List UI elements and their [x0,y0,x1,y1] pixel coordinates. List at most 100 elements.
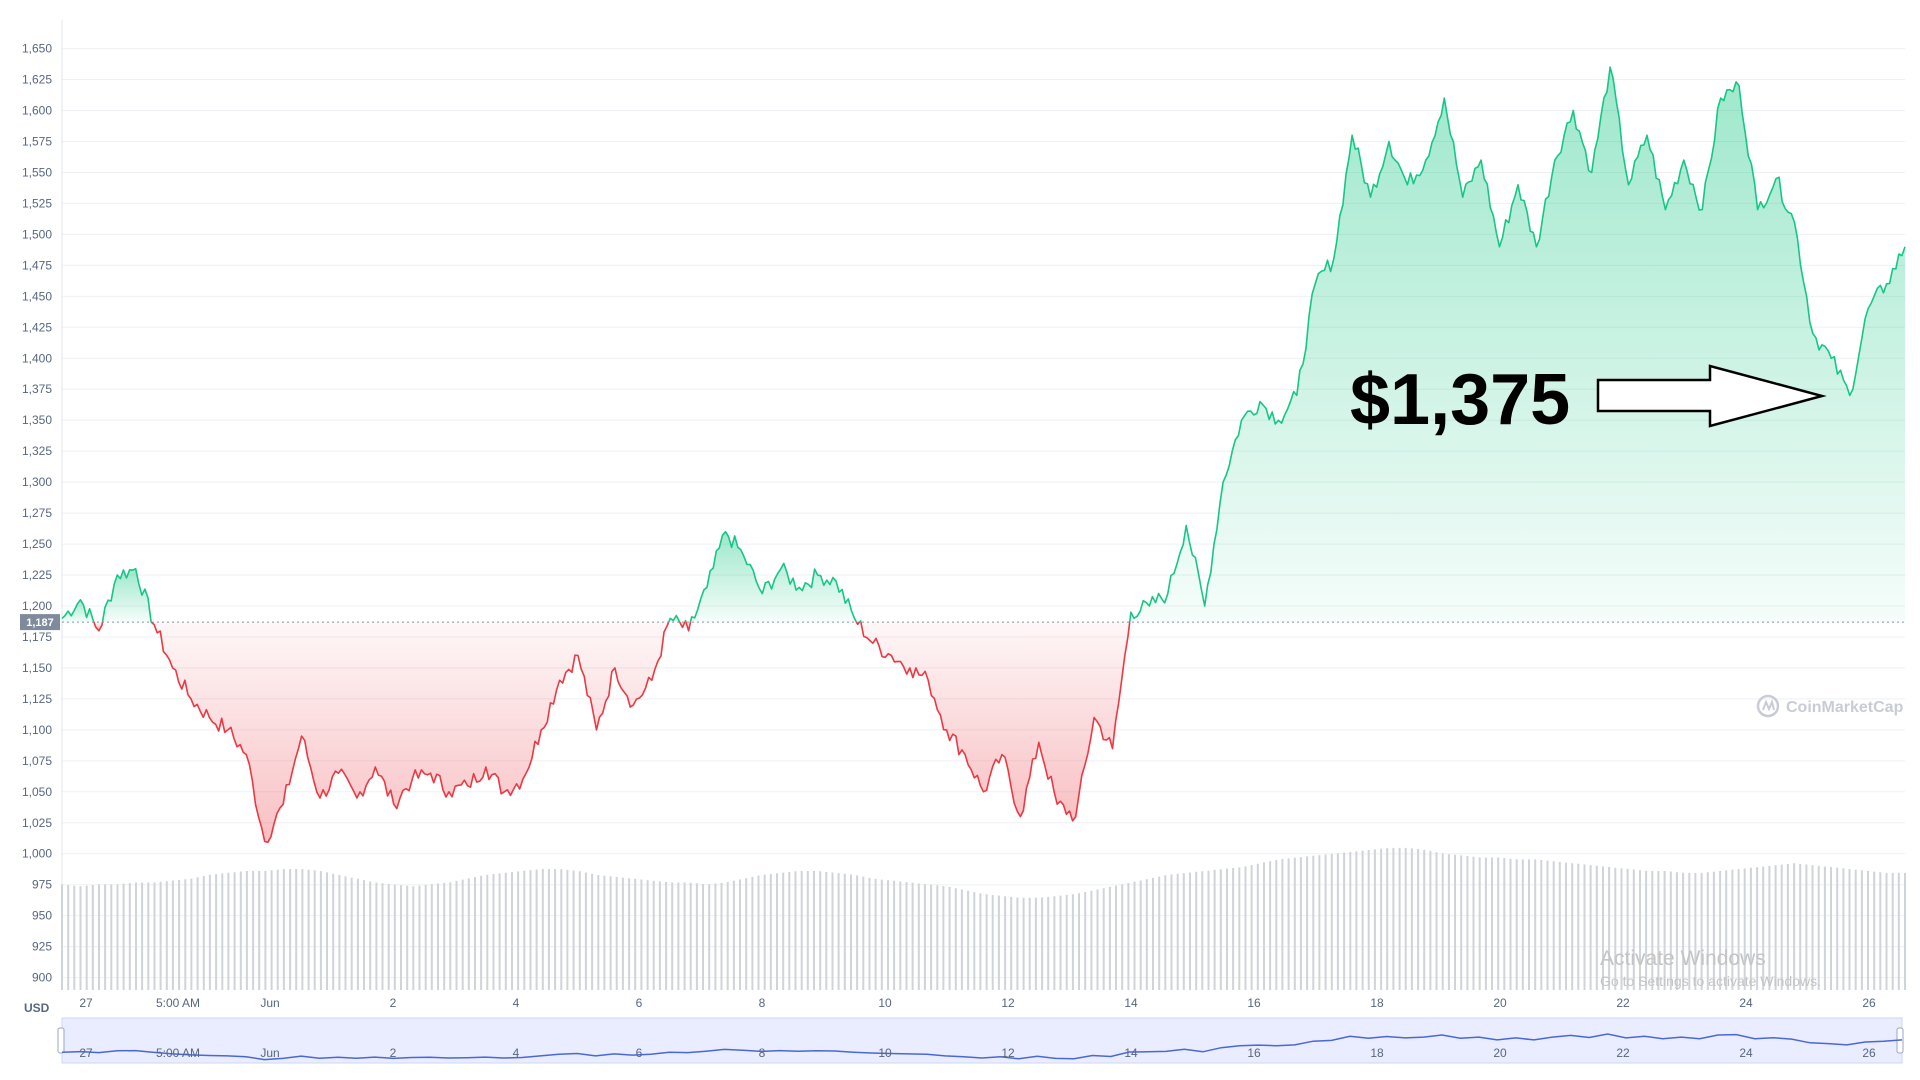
price-line-down [678,621,686,629]
navigator-tick-label: Jun [260,1046,279,1060]
x-tick-label: 12 [1001,996,1015,1010]
volume-bars [61,847,1906,990]
navigator-tick-label: 5:00 AM [156,1046,200,1060]
navigator-tick-label: 2 [390,1046,397,1060]
price-line-up [101,568,152,623]
navigator-tick-label: 16 [1247,1046,1261,1060]
x-tick-label: 20 [1493,996,1507,1010]
price-line-down [685,621,692,632]
area-fills [62,67,1905,843]
y-tick-label: 1,025 [22,816,52,830]
price-line-up [858,620,862,623]
reference-price-tag [20,614,60,631]
price-line-down [150,621,670,844]
y-tick-label: 1,600 [22,104,52,118]
navigator-tick-label: 4 [513,1046,520,1060]
x-tick-label: 22 [1616,996,1630,1010]
y-tick-label: 1,200 [22,599,52,613]
navigator-tick-label: 10 [878,1046,892,1060]
navigator-price-line [61,1033,1903,1061]
price-annotation-label: $1,375 [1350,360,1570,440]
activate-windows-subtitle: Go to Settings to activate Windows. [1600,973,1821,989]
x-tick-label: 16 [1247,996,1261,1010]
navigator-tick-label: 24 [1739,1046,1753,1060]
price-line-down [860,621,1131,822]
x-tick-label: 18 [1370,996,1384,1010]
x-tick-label: 26 [1862,996,1876,1010]
range-navigator[interactable]: 27 5:00 AM Jun 2 4 6 8 10 12 14 16 18 20 22 24 26 [57,1017,1904,1064]
price-line-up [667,614,681,623]
price-line-down [855,621,861,626]
y-tick-label: 1,650 [22,42,52,56]
watermark-text: CoinMarketCap [1786,699,1904,716]
area-fill-down [860,622,1130,821]
navigator-tick-label: 12 [1001,1046,1015,1060]
price-line-down [93,621,104,632]
y-tick-label: 975 [32,878,52,892]
y-tick-label: 1,475 [22,258,52,272]
x-tick-label: 4 [513,996,520,1010]
y-tick-label: 1,450 [22,289,52,303]
x-tick-label: 14 [1124,996,1138,1010]
price-line-up [61,599,95,623]
navigator-tick-label: 26 [1862,1046,1876,1060]
navigator-tick-label: 27 [79,1046,93,1060]
area-fill-down [151,622,669,843]
y-tick-label: 1,300 [22,475,52,489]
y-tick-label: 1,050 [22,785,52,799]
y-tick-label: 925 [32,940,52,954]
y-tick-label: 1,550 [22,165,52,179]
navigator-tick-label: 8 [759,1046,766,1060]
navigator-labels: 27 5:00 AM Jun 2 4 6 8 10 12 14 16 18 20 22 24 26 [79,1046,1876,1060]
navigator-tick-label: 20 [1493,1046,1507,1060]
coinmarketcap-logo-mark [1762,698,1775,712]
y-tick-label: 1,375 [22,382,52,396]
price-line-up [684,619,687,623]
y-tick-label: 1,225 [22,568,52,582]
reference-price-label: 1,187 [26,617,54,629]
x-tick-label: 8 [759,996,766,1010]
x-tick-label: 27 [79,996,93,1010]
x-tick-label: 2 [390,996,397,1010]
y-tick-label: 1,275 [22,506,52,520]
x-tick-label: 6 [636,996,643,1010]
area-fill-down [93,622,103,631]
price-line-up [1128,66,1906,623]
y-tick-label: 900 [32,971,52,985]
y-tick-label: 1,350 [22,413,52,427]
area-fill-up [102,568,152,623]
coinmarketcap-logo-icon [1756,694,1780,718]
navigator-tick-label: 22 [1616,1046,1630,1060]
y-tick-label: 1,500 [22,227,52,241]
x-axis: 27 5:00 AM Jun 2 4 6 8 10 12 14 16 18 20 22 24 26 [79,996,1876,1010]
navigator-tick-label: 6 [636,1046,643,1060]
y-axis-unit: USD [24,1001,50,1015]
navigator-tick-label: 14 [1124,1046,1138,1060]
y-tick-label: 1,000 [22,847,52,861]
y-tick-label: 1,100 [22,723,52,737]
y-tick-label: 950 [32,909,52,923]
y-tick-label: 1,325 [22,444,52,458]
x-tick-label: 5:00 AM [156,996,200,1010]
x-tick-label: 10 [878,996,892,1010]
coinmarketcap-watermark: CoinMarketCap [1756,694,1904,718]
reference-line: 1,187 [20,614,1905,631]
y-tick-label: 1,625 [22,73,52,87]
navigator-line [61,1033,1903,1061]
y-tick-label: 1,400 [22,351,52,365]
y-axis: 1,650 1,625 1,600 1,575 1,550 1,525 1,500 1,475… [22,20,63,990]
activate-windows-title: Activate Windows [1600,947,1766,970]
price-line [61,66,1906,844]
y-tick-label: 1,525 [22,196,52,210]
price-line-up [689,530,858,623]
x-tick-label: 24 [1739,996,1753,1010]
annotation-arrow-icon [1596,364,1827,428]
y-tick-label: 1,250 [22,537,52,551]
navigator-left-handle[interactable] [57,1027,65,1054]
y-tick-label: 1,150 [22,661,52,675]
area-fill-up [1129,67,1905,623]
y-tick-label: 1,425 [22,320,52,334]
y-tick-label: 1,075 [22,754,52,768]
x-tick-label: Jun [260,996,279,1010]
